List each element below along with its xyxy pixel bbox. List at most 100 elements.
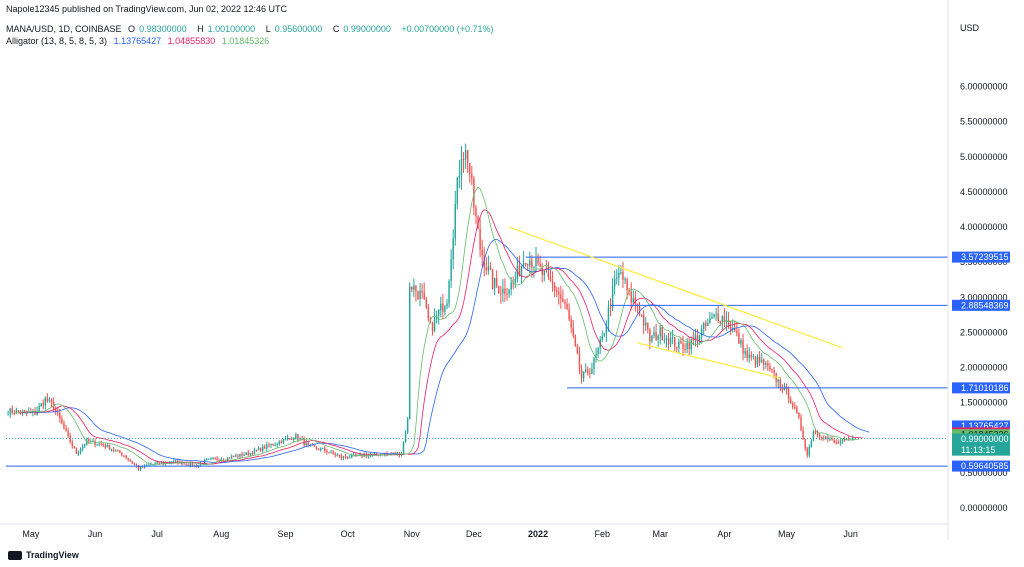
candle-body (460, 159, 463, 176)
candle-body (657, 336, 659, 340)
candle-body (758, 357, 761, 363)
candle-body (462, 159, 465, 161)
open-number: 0.98300000 (139, 24, 187, 34)
high-number: 1.00100000 (207, 24, 256, 34)
candle-body (90, 441, 92, 443)
candle-body (42, 403, 44, 406)
candle-body (305, 442, 307, 445)
candle-body (692, 339, 695, 341)
price-tick-label: 5.00000000 (960, 152, 1008, 162)
candle-body (301, 438, 303, 440)
candle-body (245, 452, 247, 455)
candle-body (485, 267, 488, 271)
candle-body (535, 257, 537, 267)
candle-body (661, 327, 664, 341)
candle-body (702, 323, 705, 329)
candle-body (433, 317, 436, 332)
candle-body (450, 259, 452, 281)
candle-body (669, 337, 672, 345)
candle-body (543, 271, 546, 275)
candle-body (264, 446, 266, 449)
candle-body (555, 290, 558, 292)
last-price-tag-countdown: 11:13:15 (961, 445, 995, 455)
candle-body (226, 457, 229, 460)
candle-body (9, 408, 11, 415)
time-tick-label: Nov (404, 529, 421, 539)
candle-body (456, 177, 459, 204)
time-tick-label: May (778, 529, 796, 539)
candle-body (150, 464, 152, 466)
candle-body (481, 250, 483, 256)
candle-body (665, 338, 668, 340)
candle-body (201, 463, 204, 465)
candle-body (545, 271, 548, 273)
candle-body (392, 452, 394, 454)
candle-body (611, 286, 614, 308)
candle-body (73, 446, 76, 448)
candle-body (363, 454, 365, 457)
candle-body (810, 440, 813, 447)
time-tick-label: Jun (843, 529, 858, 539)
candle-body (831, 438, 833, 441)
candle-body (632, 298, 635, 303)
candle-body (40, 403, 42, 407)
candle-body (332, 451, 334, 454)
candle-body (334, 453, 336, 456)
candle-body (32, 410, 34, 412)
candle-body (367, 455, 370, 457)
candle-body (839, 441, 842, 444)
candle-body (659, 327, 661, 337)
candle-body (15, 410, 18, 414)
candle-body (725, 320, 728, 323)
candle-body (404, 432, 407, 442)
candle-body (110, 449, 113, 451)
candle-body (636, 303, 639, 306)
candle-body (280, 441, 283, 444)
candle-body (506, 293, 508, 295)
time-tick-label: Mar (652, 529, 668, 539)
candle-body (239, 453, 241, 457)
price-tick-label: 4.50000000 (960, 187, 1008, 197)
candle-body (319, 448, 322, 450)
candle-body (170, 462, 173, 464)
candle-body (721, 315, 724, 323)
candle-body (820, 436, 823, 438)
candle-body (326, 450, 328, 453)
candle-body (526, 263, 529, 266)
candle-body (626, 279, 628, 291)
candle-body (44, 397, 47, 406)
candle-body (268, 444, 270, 446)
candle-body (328, 452, 330, 454)
candle-body (837, 442, 839, 444)
candle-body (75, 447, 78, 454)
currency-label: USD (960, 23, 980, 33)
candle-body (235, 455, 237, 457)
candle-body (417, 291, 419, 300)
candle-body (102, 444, 105, 446)
candle-body (330, 451, 332, 453)
candle-body (69, 435, 71, 443)
candle-body (125, 455, 127, 458)
published-caption: Napole12345 published on TradingView.com… (6, 4, 288, 14)
candle-body (315, 446, 318, 449)
candle-body (787, 389, 790, 400)
candle-body (514, 278, 517, 283)
level-price-tag-bg (952, 299, 1010, 311)
candle-body (139, 466, 142, 470)
candle-body (734, 328, 736, 331)
tradingview-brand[interactable]: TradingView (8, 550, 79, 560)
symbol-name: MANA/USD, 1D, COINBASE (6, 24, 122, 34)
candle-body (589, 373, 591, 375)
time-tick-label: Jun (88, 529, 103, 539)
candle-body (189, 463, 191, 466)
close-number: 0.99000000 (343, 24, 391, 34)
candle-body (437, 310, 440, 316)
candle-body (81, 446, 84, 450)
candle-body (539, 263, 541, 267)
candle-body (402, 441, 405, 454)
candle-body (667, 338, 670, 345)
candle-body (769, 366, 771, 370)
candle-body (719, 321, 721, 323)
candle-body (11, 408, 13, 413)
